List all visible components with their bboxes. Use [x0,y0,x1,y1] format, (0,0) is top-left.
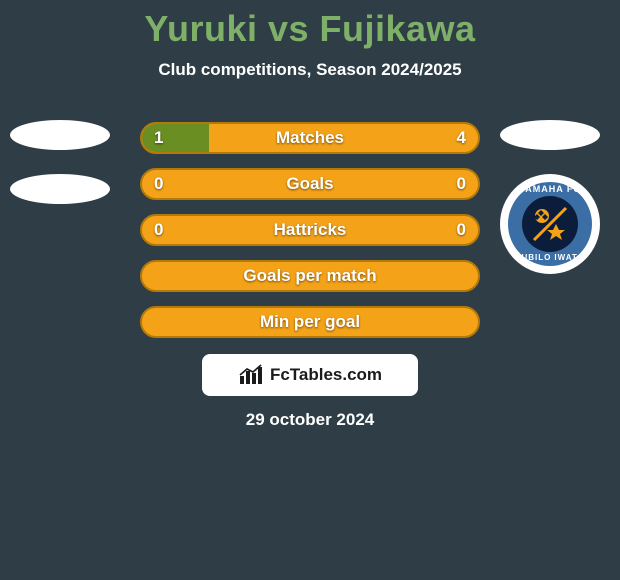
bar-value-right: 0 [457,216,466,244]
stat-bar-row: Matches1 4 [140,122,480,154]
left-oval-placeholder [10,120,110,150]
right-player-badges: YAMAHA FC JUBILO IWATA [500,120,600,274]
bar-label: Hattricks [142,216,478,244]
stat-bar-row: Goals0 0 [140,168,480,200]
source-logo: FcTables.com [202,354,418,396]
comparison-infographic: Yuruki vs Fujikawa Club competitions, Se… [0,0,620,580]
bar-value-left: 0 [154,216,163,244]
left-oval-placeholder [10,174,110,204]
bar-label: Min per goal [142,308,478,336]
stat-bar-row: Hattricks0 0 [140,214,480,246]
crest-text-top: YAMAHA FC [519,184,581,194]
bar-value-right: 4 [457,124,466,152]
bar-label: Goals per match [142,262,478,290]
date-text: 29 october 2024 [0,410,620,430]
left-player-badges [10,120,110,228]
bar-value-left: 1 [154,124,163,152]
right-oval-placeholder [500,120,600,150]
source-logo-text: FcTables.com [270,365,382,385]
stat-bar-row: Goals per match [140,260,480,292]
crest-text-bottom-right: IWATA [554,253,584,262]
bar-value-left: 0 [154,170,163,198]
bar-label: Goals [142,170,478,198]
bar-value-right: 0 [457,170,466,198]
crest-text-bottom-left: JUBILO [516,253,551,262]
bar-label: Matches [142,124,478,152]
comparison-bars: Matches14Goals00Hattricks00Goals per mat… [140,122,480,352]
bar-chart-icon [238,364,264,386]
stat-bar-row: Min per goal [140,306,480,338]
page-title: Yuruki vs Fujikawa [0,0,620,50]
crest-emblem-icon [528,202,572,246]
page-subtitle: Club competitions, Season 2024/2025 [0,60,620,80]
club-crest: YAMAHA FC JUBILO IWATA [500,174,600,274]
